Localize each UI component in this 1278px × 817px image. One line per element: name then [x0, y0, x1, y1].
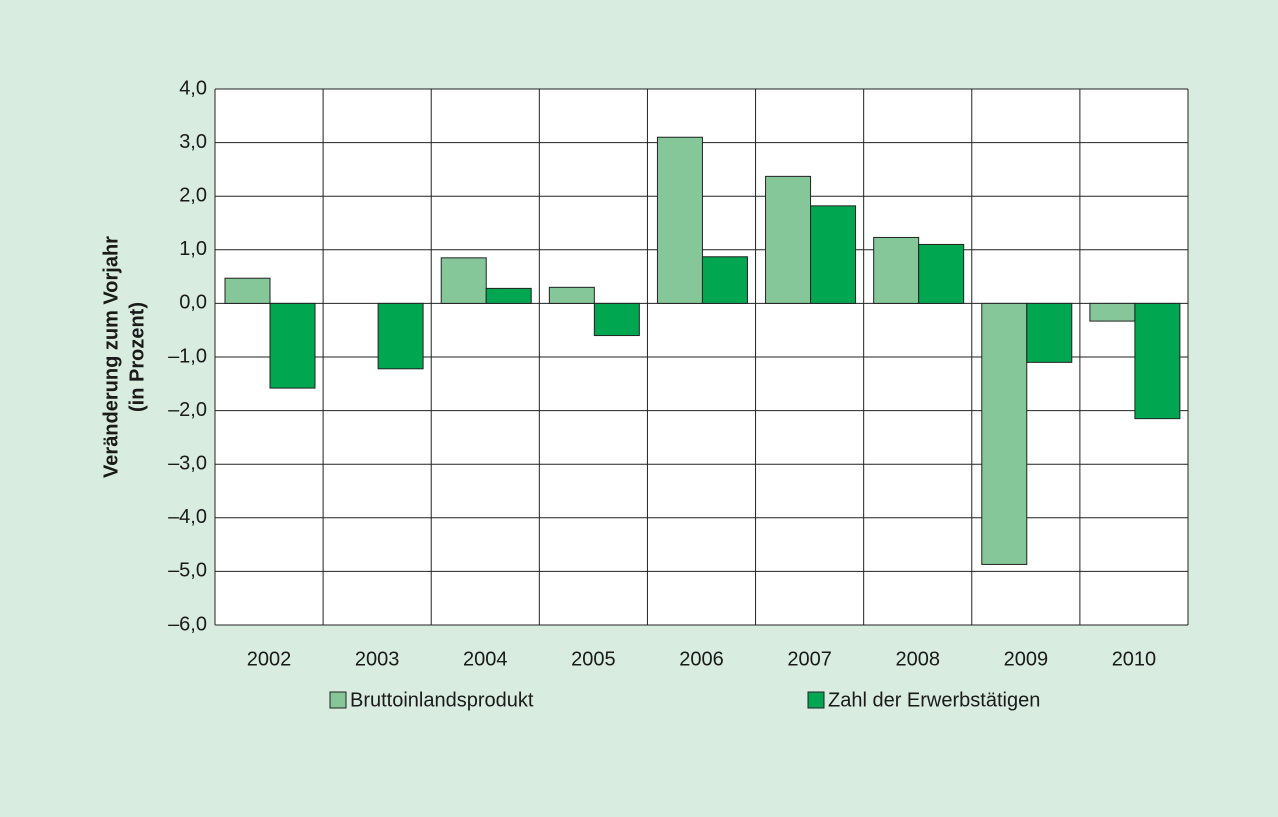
y-tick-label: 3,0 — [179, 131, 207, 153]
bar — [1134, 302, 1181, 420]
legend-label: Bruttoinlandsprodukt — [350, 689, 534, 711]
y-tick-label: –1,0 — [168, 345, 207, 367]
bar — [593, 302, 640, 337]
x-tick-label: 2010 — [1112, 648, 1157, 670]
y-tick-label: 1,0 — [179, 238, 207, 260]
bar — [224, 277, 271, 304]
bar — [765, 175, 812, 304]
x-tick-label: 2006 — [679, 648, 724, 670]
x-tick-label: 2002 — [247, 648, 292, 670]
bar — [810, 205, 857, 304]
y-tick-label: –5,0 — [168, 560, 207, 582]
x-tick-label: 2003 — [355, 648, 400, 670]
bar — [440, 257, 487, 304]
y-tick-label: –2,0 — [168, 399, 207, 421]
y-tick-label: –4,0 — [168, 506, 207, 528]
bar — [485, 287, 532, 304]
x-tick-label: 2009 — [1004, 648, 1049, 670]
bar — [701, 256, 748, 304]
bar — [981, 302, 1028, 565]
x-tick-label: 2007 — [787, 648, 832, 670]
y-tick-label: 0,0 — [179, 292, 207, 314]
bar — [918, 243, 965, 304]
bar — [269, 302, 316, 389]
legend-label: Zahl der Erwerbstätigen — [828, 689, 1040, 711]
bar — [377, 302, 424, 370]
bar — [873, 236, 920, 304]
y-tick-label: –3,0 — [168, 452, 207, 474]
legend-swatch — [329, 691, 347, 709]
bar — [548, 286, 595, 304]
x-tick-label: 2005 — [571, 648, 616, 670]
y-axis-label: Veränderung zum Vorjahr (in Prozent) — [100, 236, 148, 478]
y-tick-label: 2,0 — [179, 184, 207, 206]
bar — [1026, 302, 1073, 363]
bar — [656, 136, 703, 304]
bar — [1089, 302, 1136, 322]
y-tick-label: 4,0 — [179, 77, 207, 99]
x-tick-label: 2008 — [895, 648, 940, 670]
x-tick-label: 2004 — [463, 648, 508, 670]
y-label-line: (in Prozent) — [126, 302, 148, 412]
y-tick-label: –6,0 — [168, 613, 207, 635]
legend-swatch — [807, 691, 825, 709]
y-label-line: Veränderung zum Vorjahr — [100, 236, 122, 478]
